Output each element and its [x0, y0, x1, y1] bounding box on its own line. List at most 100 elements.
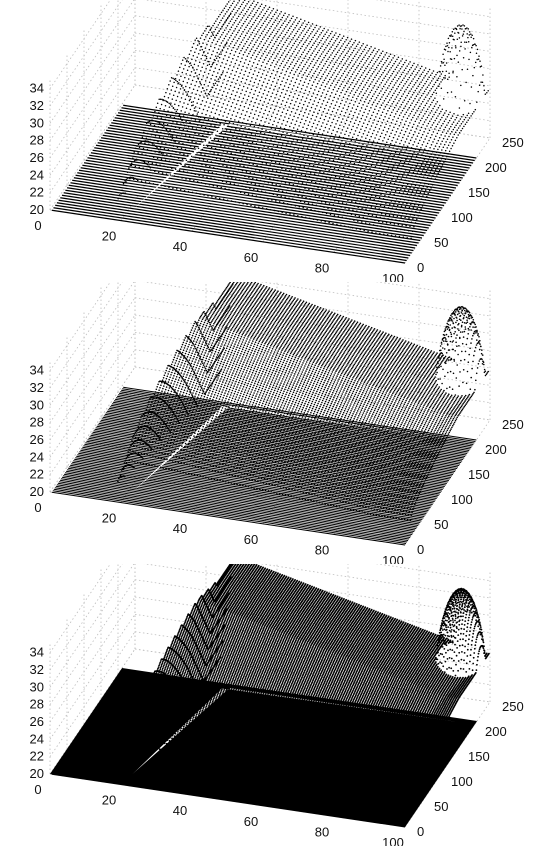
- surface-point: [383, 126, 386, 129]
- surface-point: [402, 236, 405, 238]
- surface-point: [353, 193, 356, 195]
- surface-point: [173, 81, 175, 84]
- surface-point: [326, 74, 329, 77]
- surface-point: [161, 141, 163, 144]
- surface-point: [315, 204, 318, 207]
- surface-point: [337, 180, 339, 182]
- surface-point: [430, 153, 432, 156]
- surface-point: [222, 480, 224, 482]
- surface-point: [360, 493, 362, 495]
- surface-mesh-line: [58, 199, 412, 254]
- surface-point: [405, 67, 407, 69]
- surface-point: [393, 62, 395, 65]
- surface-point: [258, 51, 261, 53]
- surface-point: [380, 193, 382, 195]
- surface-point: [366, 174, 368, 176]
- surface-point: [349, 69, 351, 72]
- surface-point: [222, 198, 225, 201]
- surface-point: [349, 102, 351, 105]
- surface-point: [380, 212, 383, 215]
- surface-point: [264, 97, 267, 100]
- surface-point: [280, 40, 282, 42]
- surface-point: [373, 55, 376, 57]
- surface-point: [285, 144, 288, 146]
- z-tick-label: 30: [30, 115, 44, 130]
- surface-point: [178, 444, 180, 447]
- surface-point: [256, 151, 259, 154]
- surface-point: [171, 446, 174, 449]
- surface-point: [392, 109, 395, 111]
- surface-point: [321, 45, 323, 47]
- surface-point: [215, 75, 218, 78]
- surface-point: [352, 196, 355, 199]
- surface-point: [366, 65, 369, 68]
- surface-point: [377, 56, 380, 59]
- surface-point: [242, 130, 245, 132]
- surface-point: [250, 25, 253, 28]
- surface-point: [322, 141, 325, 143]
- surface-point: [292, 171, 295, 173]
- surface-point: [189, 98, 191, 100]
- surface-point: [478, 84, 481, 86]
- surface-point: [365, 137, 367, 140]
- surface-point: [305, 39, 308, 41]
- surface-point: [437, 148, 439, 151]
- surface-point: [298, 483, 301, 485]
- surface-point: [256, 164, 258, 167]
- surface-point: [225, 181, 228, 183]
- surface-point: [358, 49, 360, 51]
- surface-point: [382, 179, 384, 181]
- surface-point: [188, 149, 191, 152]
- surface-point: [227, 112, 230, 115]
- surface-point: [238, 179, 241, 181]
- surface-point: [227, 147, 230, 149]
- surface-point: [257, 480, 259, 483]
- surface-point: [218, 452, 221, 454]
- surface-point: [362, 94, 365, 97]
- surface-point: [427, 183, 430, 185]
- surface-point: [299, 121, 302, 124]
- surface-point: [161, 124, 164, 127]
- surface-point: [467, 28, 470, 30]
- surface-point: [269, 151, 272, 154]
- surface-point: [342, 211, 345, 214]
- surface-point: [203, 144, 205, 146]
- surface-point: [448, 76, 450, 78]
- surface-point: [386, 103, 388, 106]
- surface-point: [336, 101, 338, 103]
- surface-point: [406, 166, 408, 168]
- surface-point: [319, 205, 321, 208]
- surface-point: [428, 156, 431, 158]
- surface-point: [369, 167, 371, 170]
- surface-point: [427, 70, 429, 73]
- surface-point: [362, 42, 364, 45]
- surface-point: [201, 112, 203, 115]
- surface-point: [376, 181, 379, 183]
- surface-point: [247, 486, 250, 488]
- surface-point: [162, 137, 165, 139]
- surface-point: [437, 115, 439, 117]
- surface-point: [306, 53, 308, 55]
- surface-point: [362, 493, 365, 496]
- surface-point: [370, 164, 373, 167]
- surface-point: [359, 54, 361, 57]
- surface-point: [382, 129, 385, 132]
- surface-point: [410, 110, 413, 113]
- surface-point: [405, 59, 407, 62]
- surface-point: [284, 181, 287, 184]
- surface-point: [320, 125, 323, 127]
- surface-point: [189, 62, 191, 65]
- surface-point: [288, 35, 291, 37]
- surface-point: [352, 49, 355, 52]
- surface-point: [176, 451, 179, 454]
- surface-point: [235, 59, 238, 61]
- surface-point: [461, 127, 464, 130]
- surface-point: [194, 72, 197, 74]
- surface-point: [406, 507, 409, 510]
- surface-point: [332, 129, 334, 132]
- surface-point: [249, 28, 251, 30]
- surface-point: [280, 146, 283, 149]
- surface-point: [401, 518, 403, 520]
- surface-point: [231, 452, 233, 454]
- surface-point: [280, 462, 282, 465]
